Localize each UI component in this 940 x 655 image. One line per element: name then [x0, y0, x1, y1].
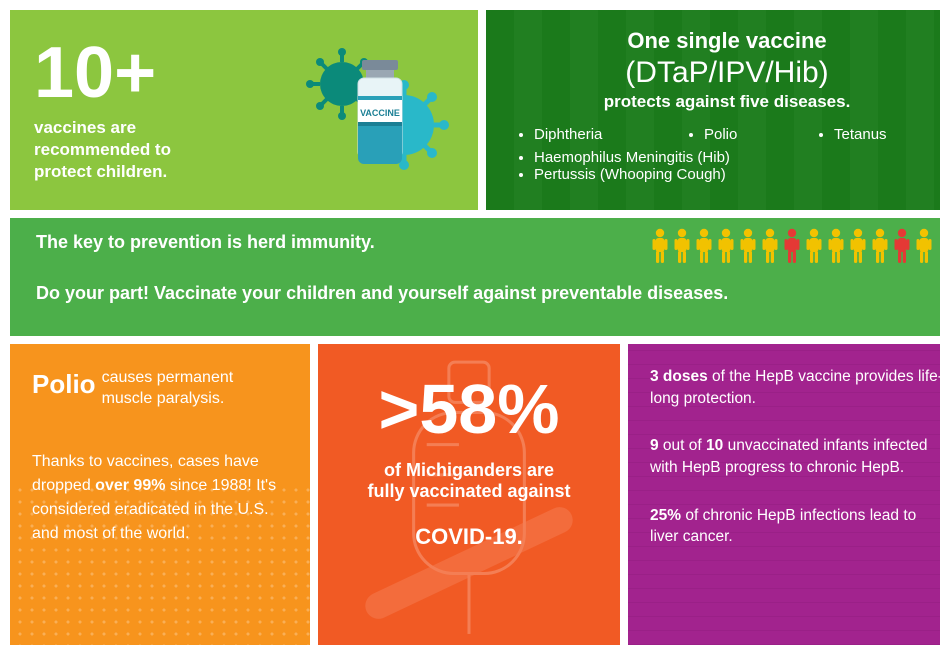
polio-body: Thanks to vaccines, cases have dropped o… — [32, 450, 288, 546]
vial-label-text: VACCINE — [360, 108, 400, 118]
person-icon — [674, 228, 690, 264]
hepb-p3-rest: of chronic HepB infections lead to liver… — [650, 507, 916, 546]
hepb-p2-mid: out of — [659, 437, 706, 454]
people-icons — [652, 228, 932, 264]
person-icon — [784, 228, 800, 264]
combo-subhead: protects against five diseases. — [512, 92, 940, 112]
tl-text: 10+ vaccines are recommended to protect … — [34, 37, 294, 183]
disease-item: Haemophilus Meningitis (Hib) — [534, 149, 940, 166]
count-number: 10+ — [34, 37, 294, 109]
disease-col3: Tetanus — [812, 126, 940, 143]
person-icon — [740, 228, 756, 264]
hepb-p3: 25% of chronic HepB infections lead to l… — [650, 505, 940, 548]
disease-col2: Polio — [682, 126, 812, 143]
herd-line2: Do your part! Vaccinate your children an… — [36, 283, 940, 304]
person-icon — [806, 228, 822, 264]
covid-line1: of Michiganders are — [336, 460, 602, 481]
person-icon — [828, 228, 844, 264]
hepb-p2: 9 out of 10 unvaccinated infants infecte… — [650, 435, 940, 478]
disease-list: Diphtheria Polio Tetanus — [512, 126, 940, 143]
person-icon — [696, 228, 712, 264]
count-subtitle: vaccines are recommended to protect chil… — [34, 117, 214, 183]
combo-heading: One single vaccine — [512, 28, 940, 54]
person-icon — [872, 228, 888, 264]
covid-label: COVID-19. — [336, 524, 602, 550]
disease-item: Diphtheria — [534, 126, 682, 143]
disease-col1: Diphtheria — [512, 126, 682, 143]
hepb-p2-b2: 10 — [706, 437, 723, 454]
panel-covid: >58% of Michiganders are fully vaccinate… — [318, 344, 620, 645]
combo-paren: (DTaP/IPV/Hib) — [512, 56, 940, 90]
person-icon — [850, 228, 866, 264]
polio-rest: causes permanent muscle paralysis. — [102, 368, 272, 410]
hepb-p1: 3 doses of the HepB vaccine provides lif… — [650, 366, 940, 409]
panel-vaccines-count: 10+ vaccines are recommended to protect … — [10, 10, 478, 210]
polio-bold: Polio — [32, 369, 96, 399]
hepb-p2-b1: 9 — [650, 437, 659, 454]
person-icon — [652, 228, 668, 264]
disease-item: Pertussis (Whooping Cough) — [534, 166, 940, 183]
hepb-p3-bold: 25% — [650, 507, 681, 524]
panel-combo-vaccine: One single vaccine (DTaP/IPV/Hib) protec… — [486, 10, 940, 210]
hepb-p1-bold: 3 doses — [650, 368, 708, 385]
panel-polio: Polio causes permanent muscle paralysis.… — [10, 344, 310, 645]
infographic-grid: 10+ vaccines are recommended to protect … — [0, 0, 940, 655]
panel-herd-immunity: The key to prevention is herd immunity. … — [10, 218, 940, 336]
vaccine-vial-art: VACCINE — [294, 30, 454, 190]
polio-heading: Polio causes permanent muscle paralysis. — [32, 368, 288, 410]
person-icon — [718, 228, 734, 264]
person-icon — [894, 228, 910, 264]
disease-item: Polio — [704, 126, 812, 143]
polio-body-bold: over 99% — [95, 477, 165, 494]
covid-line2: fully vaccinated against — [336, 481, 602, 502]
disease-row2: Haemophilus Meningitis (Hib) Pertussis (… — [512, 149, 940, 183]
disease-item: Tetanus — [834, 126, 940, 143]
covid-percent: >58% — [336, 374, 602, 444]
person-icon — [762, 228, 778, 264]
panel-hepb: 3 doses of the HepB vaccine provides lif… — [628, 344, 940, 645]
person-icon — [916, 228, 932, 264]
bottom-row: Polio causes permanent muscle paralysis.… — [10, 344, 940, 645]
